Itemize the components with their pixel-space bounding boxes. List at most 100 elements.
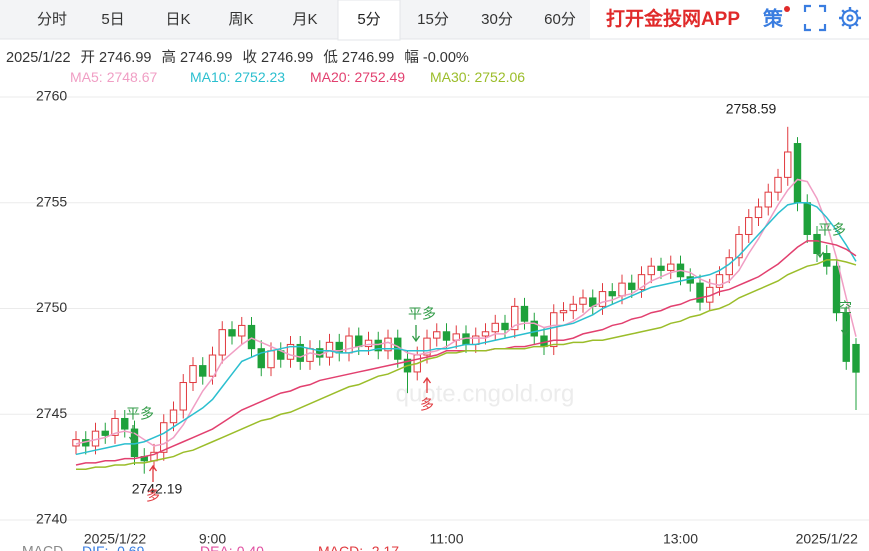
tab[interactable]: 5日	[101, 11, 124, 28]
candle-body	[501, 322, 509, 331]
active-tab	[337, 0, 401, 41]
macd-name: DIF:	[82, 543, 108, 551]
gear-ring	[841, 9, 859, 27]
candle-body	[208, 354, 217, 377]
x-tick-label: 13:00	[663, 531, 698, 547]
tab[interactable]: 月K	[292, 11, 317, 28]
signal-label: 平多	[408, 306, 436, 322]
candle-body	[803, 202, 811, 235]
ma-line	[75, 202, 857, 456]
info-date: 2025/1/22	[6, 50, 71, 66]
macd-value: 0.40	[237, 543, 264, 551]
candle-body	[647, 265, 655, 276]
candle-body	[764, 191, 772, 208]
candle-body	[257, 348, 265, 369]
legend-entry: MA30: 2752.06	[430, 69, 525, 85]
tab[interactable]: 日K	[165, 11, 190, 28]
x-tick-label: 2025/1/22	[796, 531, 858, 547]
signal-arrow	[422, 376, 432, 393]
candle-body	[852, 343, 860, 373]
x-tick-label: 11:00	[430, 531, 464, 547]
x-tick-label: 9:00	[199, 531, 226, 547]
candle-body	[628, 282, 636, 290]
macd-name: MACD:	[318, 543, 363, 551]
candle-body	[296, 343, 304, 362]
candle-body	[355, 335, 363, 348]
candle-body	[657, 265, 665, 271]
candle-body	[238, 324, 246, 337]
candle-body	[345, 335, 353, 354]
macd-item: DIF: -0.69	[82, 543, 145, 551]
y-tick-label: 2755	[36, 193, 67, 209]
candle-body	[550, 312, 558, 348]
tab-bar	[0, 0, 590, 39]
settings-icon[interactable]	[839, 7, 861, 29]
y-tick-label: 2750	[36, 299, 67, 315]
candle-body	[511, 305, 519, 331]
gear-teeth	[839, 7, 861, 29]
tab[interactable]: 15分	[417, 11, 449, 28]
signal-arrow	[128, 425, 138, 444]
candle-body	[160, 422, 168, 453]
legend-value: 2752.23	[234, 69, 285, 85]
macd-value: -2.17	[367, 543, 399, 551]
signal-label: 多	[146, 488, 160, 504]
watermark: quote.cngold.org	[396, 380, 575, 407]
x-tick-label: 2025/1/22	[84, 531, 146, 547]
info-value: 2746.99	[99, 50, 151, 66]
candle-body	[598, 291, 607, 307]
candle-body	[247, 324, 256, 350]
candle-body	[832, 265, 841, 314]
candle-body	[715, 274, 724, 288]
macd-title: MACD	[22, 543, 63, 551]
tab[interactable]: 30分	[481, 11, 513, 28]
candle-body	[442, 331, 451, 341]
candle-body	[218, 329, 226, 356]
candle-body	[199, 365, 207, 377]
legend-name: MA20:	[310, 69, 350, 85]
candle-body	[559, 310, 568, 314]
candle-body	[667, 263, 675, 271]
legend-value: 2752.49	[354, 69, 405, 85]
tab[interactable]: 分时	[37, 11, 67, 28]
candle-body	[374, 339, 382, 352]
candle-body	[267, 350, 275, 369]
candle-body	[169, 409, 178, 424]
app-link[interactable]: 打开金投网APP	[606, 7, 740, 30]
macd-name: DEA:	[200, 543, 233, 551]
signal-label: 多	[420, 397, 434, 413]
tab[interactable]: 周K	[228, 11, 253, 28]
signal-arrow	[840, 318, 850, 337]
info-value: 2746.99	[261, 50, 313, 66]
macd-value: -0.69	[112, 543, 144, 551]
candle-body	[754, 206, 763, 219]
candle-body	[696, 282, 704, 303]
y-tick-label: 2740	[36, 511, 67, 527]
candle-body	[784, 151, 792, 178]
signal-arrow	[411, 325, 421, 343]
candle-body	[423, 337, 431, 356]
info-value: 2746.99	[180, 50, 232, 66]
candle-body	[179, 382, 187, 411]
candle-body	[286, 343, 295, 360]
signal-label: 空	[838, 300, 852, 316]
info-change: -0.00%	[423, 50, 469, 66]
strategy-button[interactable]: 策	[763, 6, 784, 30]
legend-value: 2752.06	[474, 69, 525, 85]
candle-body	[121, 417, 129, 430]
legend-value: 2748.67	[107, 69, 158, 85]
candle-body	[228, 329, 236, 337]
signal-label: 平多	[818, 222, 846, 238]
tab[interactable]: 5分	[357, 11, 380, 28]
y-tick-label: 2760	[36, 88, 67, 104]
legend-entry: MA10: 2752.23	[190, 69, 285, 85]
gear-hub	[846, 14, 854, 22]
fullscreen-icon[interactable]	[803, 4, 827, 32]
candle-body	[637, 274, 646, 290]
tab[interactable]: 60分	[544, 11, 576, 28]
info-bar: 2025/1/22 开 2746.99 高 2746.99 收 2746.99 低 27…	[6, 49, 469, 66]
legend-entry: MA20: 2752.49	[310, 69, 405, 85]
candle-body	[579, 297, 587, 305]
candle-body	[491, 322, 499, 333]
info-label: 高	[162, 49, 177, 66]
